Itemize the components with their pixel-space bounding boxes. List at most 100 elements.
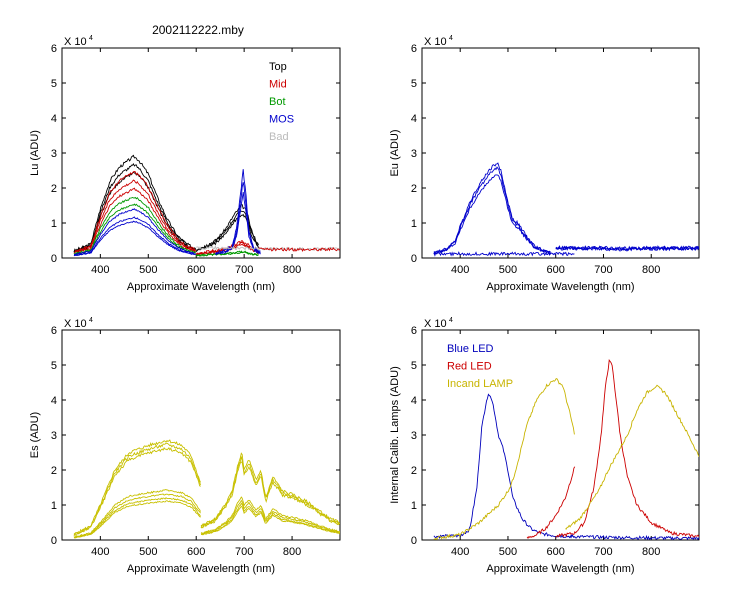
lu-y-axis-label: Lu (ADU) <box>29 130 41 176</box>
lu-series-line-bot <box>195 251 259 257</box>
cal-series-line-incand-lamp <box>565 384 699 530</box>
lu-y-tick-label: 4 <box>51 113 57 125</box>
cal-y-tick-label: 6 <box>411 325 417 337</box>
cal-x-tick-label: 400 <box>451 546 469 558</box>
eu-series-line-eu <box>433 166 551 254</box>
es-x-tick-label: 700 <box>235 546 253 558</box>
lu-series-line-mos <box>73 220 196 257</box>
es-y-tick-label: 2 <box>51 465 57 477</box>
eu-y-tick-label: 6 <box>411 43 417 55</box>
lu-legend-entry: Bad <box>269 131 289 143</box>
eu-multiplier-exponent: 4 <box>449 35 453 42</box>
es-y-tick-label: 6 <box>51 325 57 337</box>
cal-series-line-blue-led <box>569 534 699 540</box>
eu-series-line-eu <box>433 174 551 255</box>
lu-series-line-mos <box>215 182 261 255</box>
lu-legend-entry: Mid <box>269 79 287 91</box>
cal-series-line-incand-lamp <box>433 378 575 540</box>
eu-x-tick-label: 600 <box>547 264 565 276</box>
cal-series-line-blue-led <box>433 393 575 539</box>
cal-y-tick-label: 0 <box>411 535 417 547</box>
lu-multiplier-exponent: 4 <box>89 35 93 42</box>
es-y-tick-label: 0 <box>51 535 57 547</box>
eu-series-line-eu <box>555 244 699 252</box>
es-series-line-es <box>200 505 340 536</box>
cal-y-tick-label: 3 <box>411 430 417 442</box>
eu-series-line-eu <box>555 246 699 252</box>
eu-y-tick-label: 2 <box>411 183 417 195</box>
lu-series-group <box>73 154 340 257</box>
eu-x-tick-label: 800 <box>642 264 660 276</box>
cal-x-tick-label: 600 <box>547 546 565 558</box>
cal-x-tick-label: 500 <box>499 546 517 558</box>
cal-legend-entry: Blue LED <box>447 343 494 355</box>
es-series-line-es <box>200 452 340 528</box>
cal-x-tick-label: 700 <box>594 546 612 558</box>
eu-y-tick-label: 3 <box>411 148 417 160</box>
eu-y-axis-label: Eu (ADU) <box>389 129 401 176</box>
es-multiplier: X 10 <box>64 318 87 330</box>
lu-series-line-mid <box>258 247 340 253</box>
eu-series-line-eu <box>433 162 551 255</box>
lu-x-axis-label: Approximate Wavelength (nm) <box>127 281 275 293</box>
lu-series-line-bot <box>73 196 196 256</box>
cal-y-tick-label: 1 <box>411 500 417 512</box>
eu-multiplier: X 10 <box>424 36 447 48</box>
lu-x-tick-label: 500 <box>139 264 157 276</box>
es-series-line-es <box>73 439 201 535</box>
eu-y-tick-label: 0 <box>411 253 417 265</box>
lu-series-line-mos <box>73 216 196 256</box>
lu-legend-entry: Top <box>269 61 287 73</box>
eu-x-tick-label: 400 <box>451 264 469 276</box>
lu-series-line-mid <box>73 187 196 254</box>
es-series-group <box>73 439 340 539</box>
cal-y-axis-label: Internal Calib. Lamps (ADU) <box>389 366 401 504</box>
cal-legend-entry: Red LED <box>447 361 492 373</box>
lu-legend-entry: MOS <box>269 114 294 126</box>
es-y-tick-label: 3 <box>51 430 57 442</box>
es-x-tick-label: 400 <box>91 546 109 558</box>
cal-x-axis-label: Approximate Wavelength (nm) <box>486 563 634 575</box>
es-x-tick-label: 500 <box>139 546 157 558</box>
es-series-line-es <box>73 497 201 538</box>
es-series-line-es <box>73 500 201 539</box>
lu-x-tick-label: 800 <box>283 264 301 276</box>
lu-y-tick-label: 5 <box>51 78 57 90</box>
es-x-tick-label: 600 <box>187 546 205 558</box>
eu-series-line-eu <box>433 251 575 257</box>
lu-series-line-top <box>73 154 196 253</box>
es-x-tick-label: 800 <box>283 546 301 558</box>
cal-x-tick-label: 800 <box>642 546 660 558</box>
eu-x-axis-label: Approximate Wavelength (nm) <box>486 281 634 293</box>
es-series-line-es <box>74 493 201 539</box>
es-y-tick-label: 1 <box>51 500 57 512</box>
lu-y-tick-label: 0 <box>51 253 57 265</box>
es-y-tick-label: 4 <box>51 395 57 407</box>
cal-multiplier: X 10 <box>424 318 447 330</box>
es-multiplier-exponent: 4 <box>89 317 93 324</box>
es-series-line-es <box>73 446 201 537</box>
cal-series-group <box>433 359 699 540</box>
eu-series-group <box>433 162 699 257</box>
eu-x-tick-label: 700 <box>594 264 612 276</box>
lu-y-tick-label: 3 <box>51 148 57 160</box>
cal-y-tick-label: 5 <box>411 360 417 372</box>
eu-x-tick-label: 500 <box>499 264 517 276</box>
lu-x-tick-label: 400 <box>91 264 109 276</box>
es-series-line-es <box>200 502 340 535</box>
lu-series-line-mos <box>74 208 196 255</box>
es-y-tick-label: 5 <box>51 360 57 372</box>
lu-series-line-mos <box>215 169 261 255</box>
cal-multiplier-exponent: 4 <box>449 317 453 324</box>
eu-y-tick-label: 5 <box>411 78 417 90</box>
es-plot-frame <box>61 329 341 541</box>
cal-legend-entry: Incand LAMP <box>447 378 513 390</box>
es-series-line-es <box>200 496 340 534</box>
cal-legend: Blue LED Red LED Incand LAMP <box>447 343 513 390</box>
